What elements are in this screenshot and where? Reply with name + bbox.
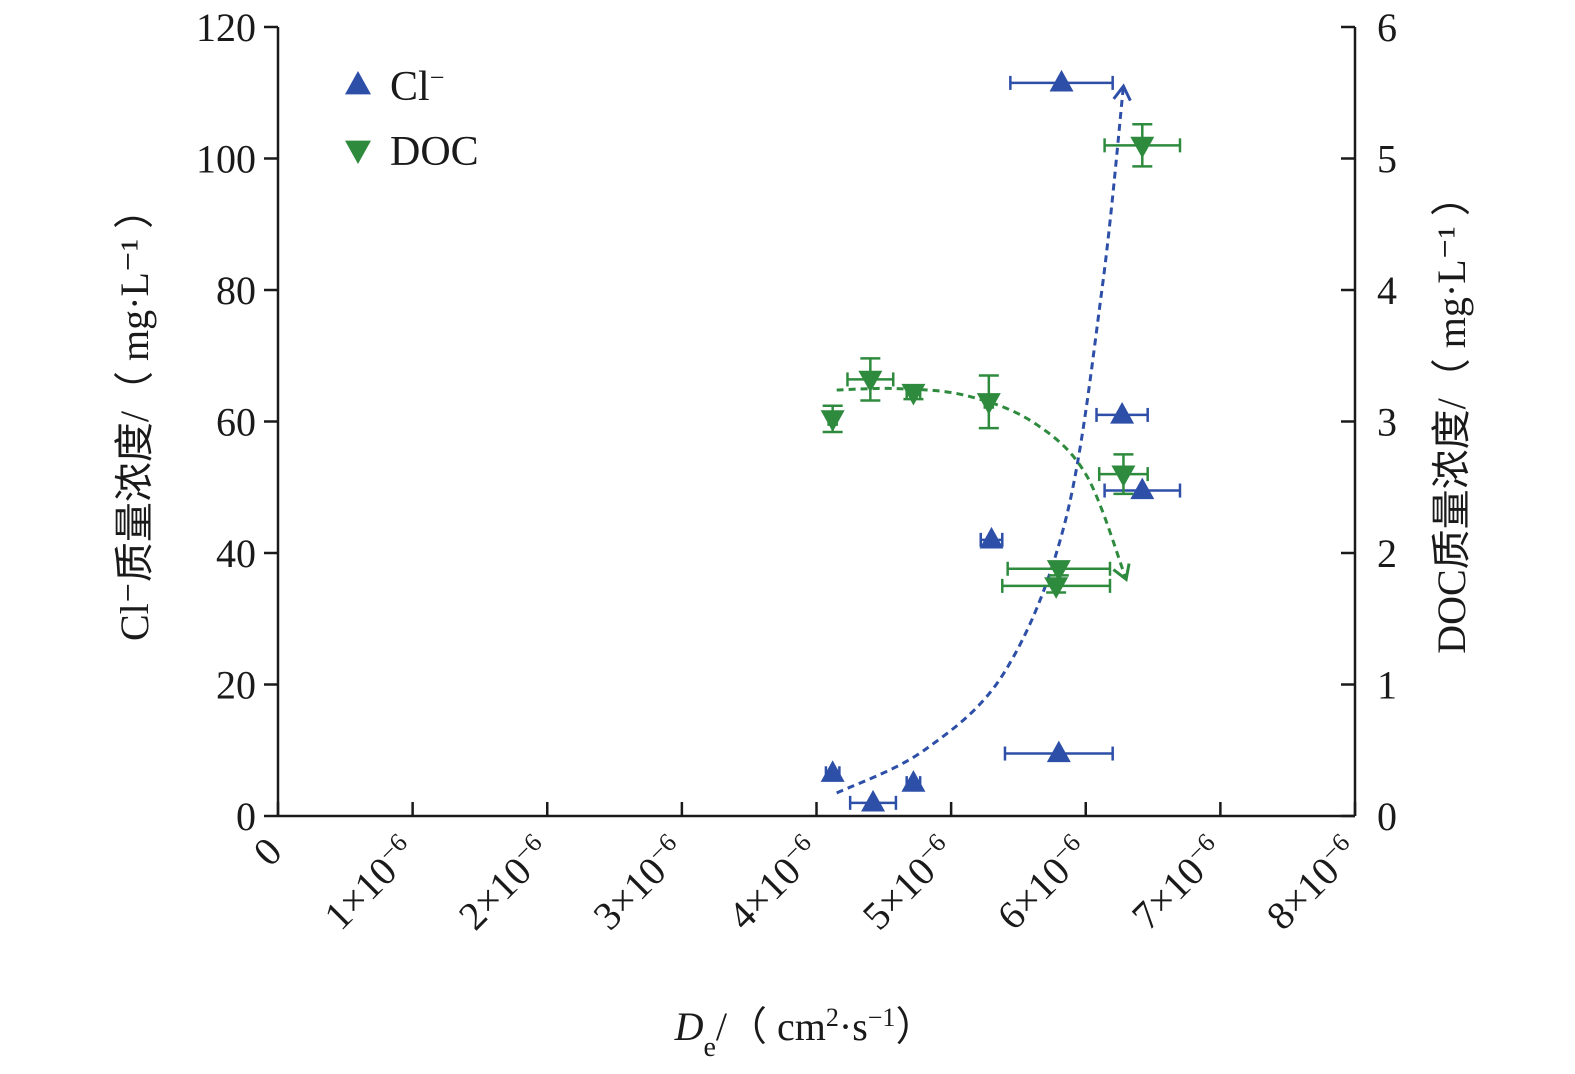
trend-arrowhead bbox=[1112, 83, 1132, 102]
marker-triangle-down bbox=[1111, 465, 1136, 488]
data-point-doc bbox=[1103, 123, 1182, 168]
x-tick-label: 7×10−6 bbox=[1122, 827, 1233, 938]
legend-label: Cl− bbox=[390, 63, 444, 111]
y-right-tick-label-part: 4 bbox=[1377, 268, 1397, 313]
axis-titles: De/（ cm2·s−1）Cl⁻质量浓度/（ mg·L⁻¹ ） DOC质量浓度/（… bbox=[112, 176, 1474, 1062]
trend-lines bbox=[836, 83, 1132, 795]
data-markers bbox=[820, 69, 1182, 812]
data-point-doc bbox=[976, 374, 1001, 430]
data-point-cl bbox=[979, 526, 1004, 549]
y-left-tick-label-part: 60 bbox=[216, 400, 256, 445]
x-tick-label: 2×10−6 bbox=[449, 827, 560, 938]
trend-line-left bbox=[836, 86, 1125, 795]
y-left-tick-label: 0 bbox=[236, 794, 256, 839]
y-right-tick-label-part: 6 bbox=[1377, 5, 1397, 50]
x-axis-title-part: ·s bbox=[839, 1004, 868, 1049]
x-axis-title-part: ） bbox=[895, 1004, 935, 1049]
y-axis-right-title: DOC质量浓度/（ mg·L⁻¹ ） bbox=[1429, 176, 1474, 654]
marker-triangle-up bbox=[861, 789, 886, 812]
y-left-tick-label-part: 20 bbox=[216, 663, 256, 708]
x-tick-label: 0 bbox=[244, 829, 290, 875]
y-axis-left-title: Cl⁻质量浓度/（ mg·L⁻¹ ） bbox=[112, 189, 157, 641]
marker-triangle-up bbox=[820, 760, 845, 782]
y-left-tick-label-part: 40 bbox=[216, 531, 256, 576]
data-point-doc bbox=[1001, 577, 1112, 599]
y-right-tick-label: 2 bbox=[1377, 531, 1397, 576]
marker-triangle-up bbox=[1130, 477, 1155, 500]
marker-triangle-down bbox=[820, 410, 845, 432]
data-point-cl bbox=[820, 760, 845, 782]
y-left-tick-label-part: 0 bbox=[236, 794, 256, 839]
x-axis-title-part: /（ cm bbox=[716, 1004, 826, 1049]
x-axis-title-part: −1 bbox=[868, 1003, 896, 1032]
marker-triangle-down bbox=[1046, 560, 1071, 582]
y-right-tick-label: 1 bbox=[1377, 663, 1397, 708]
marker-triangle-down bbox=[1130, 136, 1155, 159]
marker-triangle-up bbox=[1049, 69, 1074, 92]
data-point-doc bbox=[1006, 560, 1112, 582]
y-right-tick-label-part: 2 bbox=[1377, 531, 1397, 576]
x-tick-label: 3×10−6 bbox=[583, 827, 694, 938]
y-left-tick-label: 100 bbox=[196, 137, 256, 182]
y-right-tick-label: 5 bbox=[1377, 137, 1397, 182]
x-axis-title-part: D bbox=[674, 1004, 704, 1049]
data-point-cl bbox=[1009, 69, 1114, 92]
y-left-tick-label: 80 bbox=[216, 268, 256, 313]
y-right-tick-label: 6 bbox=[1377, 5, 1397, 50]
legend-label-part: DOC bbox=[390, 129, 479, 175]
data-point-doc bbox=[1097, 453, 1149, 496]
data-point-cl bbox=[1095, 401, 1149, 424]
y-right-tick-label-part: 1 bbox=[1377, 663, 1397, 708]
y-right-tick-label: 3 bbox=[1377, 400, 1397, 445]
x-tick-label: 1×10−6 bbox=[314, 827, 425, 938]
x-axis-title-part: e bbox=[703, 1032, 715, 1063]
data-point-doc bbox=[820, 404, 845, 434]
marker-triangle-up bbox=[1110, 401, 1135, 424]
marker-triangle-down bbox=[858, 370, 883, 393]
x-tick-label: 5×10−6 bbox=[853, 827, 964, 938]
marker-triangle-up bbox=[979, 526, 1004, 549]
trend-line-right bbox=[836, 386, 1128, 580]
data-point-cl bbox=[901, 770, 926, 792]
x-tick-label: 4×10−6 bbox=[718, 827, 829, 938]
marker-triangle-down bbox=[976, 393, 1001, 415]
x-tick-label: 8×10−6 bbox=[1257, 827, 1368, 938]
marker-triangle-down bbox=[1044, 577, 1069, 599]
y-right-tick-label: 4 bbox=[1377, 268, 1397, 313]
y-left-tick-label-part: 100 bbox=[196, 137, 256, 182]
y-right-tick-label: 0 bbox=[1377, 794, 1397, 839]
y-right-tick-label-part: 3 bbox=[1377, 400, 1397, 445]
y-left-tick-label: 120 bbox=[196, 5, 256, 50]
marker-triangle-up bbox=[901, 770, 926, 792]
legend-marker-triangle-down bbox=[345, 140, 371, 165]
y-right-tick-label-part: 5 bbox=[1377, 137, 1397, 182]
data-point-cl bbox=[848, 789, 898, 812]
x-tick-label-part: 0 bbox=[244, 829, 290, 875]
y-left-tick-label: 20 bbox=[216, 663, 256, 708]
legend-label: DOC bbox=[390, 129, 479, 175]
legend: Cl− DOC bbox=[345, 63, 479, 175]
data-point-cl bbox=[1003, 740, 1114, 763]
legend-label-part: − bbox=[430, 63, 445, 92]
y-left-tick-label-part: 120 bbox=[196, 5, 256, 50]
y-left-tick-label: 60 bbox=[216, 400, 256, 445]
x-axis-title-part: 2 bbox=[826, 1003, 839, 1032]
legend-marker-triangle-up bbox=[345, 70, 371, 95]
data-point-doc bbox=[901, 383, 926, 406]
legend-label-part: Cl bbox=[390, 64, 430, 110]
y-left-tick-label: 40 bbox=[216, 531, 256, 576]
x-tick-label: 6×10−6 bbox=[987, 827, 1098, 938]
marker-triangle-down bbox=[901, 383, 926, 406]
y-left-tick-label-part: 80 bbox=[216, 268, 256, 313]
y-right-tick-label-part: 0 bbox=[1377, 794, 1397, 839]
trend-arrowhead bbox=[1112, 563, 1131, 582]
data-point-cl bbox=[1103, 477, 1182, 500]
marker-triangle-up bbox=[1046, 740, 1071, 763]
data-point-doc bbox=[846, 357, 895, 402]
x-axis-title: De/（ cm2·s−1） bbox=[674, 1003, 936, 1063]
